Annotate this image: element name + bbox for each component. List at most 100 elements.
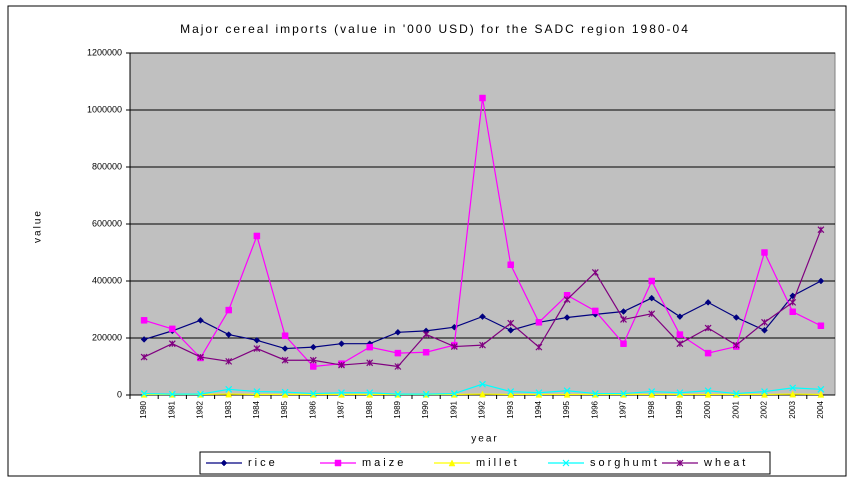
marker (281, 356, 289, 364)
marker (448, 459, 456, 467)
marker (676, 389, 684, 397)
marker (704, 387, 712, 395)
marker (507, 261, 514, 269)
marker (338, 361, 345, 369)
marker (169, 325, 176, 333)
y-tick-label: 600000 (92, 218, 122, 228)
y-tick-label: 0 (117, 389, 122, 399)
y-axis-title: value (33, 209, 44, 243)
x-tick-label: 1993 (506, 400, 515, 418)
x-axis-title: year (471, 434, 498, 445)
x-tick-label: 2001 (731, 400, 740, 418)
marker (140, 390, 148, 397)
marker (479, 313, 486, 320)
marker (225, 357, 233, 365)
marker (563, 390, 571, 398)
x-tick-label: 1997 (619, 400, 628, 418)
marker (562, 459, 570, 467)
marker (563, 296, 571, 303)
legend-label: maize (362, 457, 406, 469)
marker (310, 363, 317, 370)
marker (168, 390, 176, 398)
x-tick-label: 1989 (393, 400, 402, 418)
marker (507, 326, 515, 334)
x-tick-label: 1988 (365, 400, 374, 418)
marker (253, 345, 261, 352)
marker (479, 380, 486, 388)
marker (507, 319, 515, 327)
marker (168, 340, 176, 348)
marker (592, 307, 599, 315)
marker (366, 389, 374, 397)
marker (220, 459, 228, 467)
legend-box (199, 451, 771, 475)
x-tick-label: 1999 (675, 400, 684, 418)
marker (479, 390, 486, 398)
marker (704, 349, 712, 357)
marker (422, 330, 430, 338)
marker (732, 390, 740, 397)
marker (394, 328, 402, 336)
marker (338, 340, 345, 348)
marker (394, 349, 402, 357)
marker (394, 363, 402, 370)
y-tick-label: 200000 (92, 332, 122, 342)
x-tick-label: 1992 (478, 400, 487, 418)
x-tick-label: 1996 (590, 400, 599, 418)
x-tick-label: 1980 (139, 400, 148, 418)
x-tick-label: 1984 (252, 400, 261, 418)
marker (281, 332, 289, 339)
x-tick-label: 2000 (703, 400, 712, 418)
marker (591, 269, 599, 276)
marker (761, 318, 768, 326)
marker (253, 336, 261, 344)
y-tick-label: 800000 (92, 161, 122, 171)
y-tick-label: 1200000 (87, 47, 122, 57)
marker (140, 353, 148, 361)
marker (761, 388, 768, 396)
marker (704, 324, 712, 332)
x-tick-label: 1985 (280, 400, 289, 418)
marker (450, 390, 458, 397)
legend-label: rice (248, 457, 278, 469)
marker (620, 316, 627, 323)
marker (197, 353, 204, 361)
marker (334, 459, 342, 467)
y-tick-label: 1000000 (87, 104, 122, 114)
x-tick-label: 1986 (308, 400, 317, 418)
marker (225, 306, 232, 314)
x-tick-label: 1995 (562, 400, 571, 418)
marker (789, 384, 797, 392)
marker (620, 390, 627, 397)
x-tick-label: 2003 (788, 400, 797, 418)
marker (309, 356, 317, 364)
legend: rice maize millet sorghumt wheat (199, 451, 771, 475)
marker (422, 349, 430, 356)
marker (732, 341, 740, 349)
marker (648, 277, 655, 285)
x-tick-label: 1983 (224, 400, 233, 418)
y-tick-label: 400000 (92, 275, 122, 285)
marker (281, 388, 289, 396)
marker (281, 345, 289, 352)
x-tick-label: 1991 (449, 400, 458, 418)
marker (535, 343, 543, 351)
marker (761, 249, 768, 256)
marker (394, 390, 402, 398)
marker (817, 385, 825, 393)
marker (648, 310, 656, 318)
marker (648, 390, 656, 398)
x-tick-label: 2002 (760, 400, 769, 418)
marker (253, 232, 261, 240)
marker (817, 277, 825, 285)
marker (422, 390, 430, 398)
marker (676, 331, 684, 338)
marker (479, 94, 486, 102)
marker (140, 336, 148, 343)
marker (253, 388, 261, 396)
marker (676, 313, 684, 320)
x-tick-label: 1994 (534, 400, 543, 418)
marker (704, 299, 712, 306)
marker (676, 340, 684, 348)
